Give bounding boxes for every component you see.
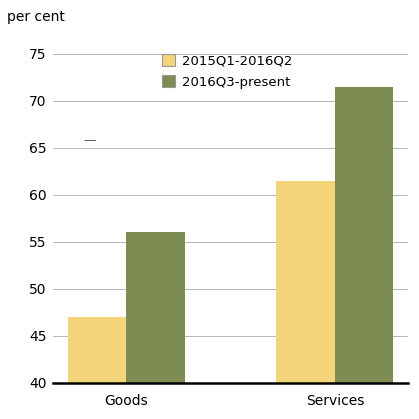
Text: per cent: per cent [7,10,65,24]
Legend: 2015Q1-2016Q2, 2016Q3-present: 2015Q1-2016Q2, 2016Q3-present [159,52,295,91]
Bar [335,86,393,419]
Text: —: — [83,134,96,147]
Bar [68,317,126,419]
Bar [126,232,185,419]
Bar [277,181,335,419]
